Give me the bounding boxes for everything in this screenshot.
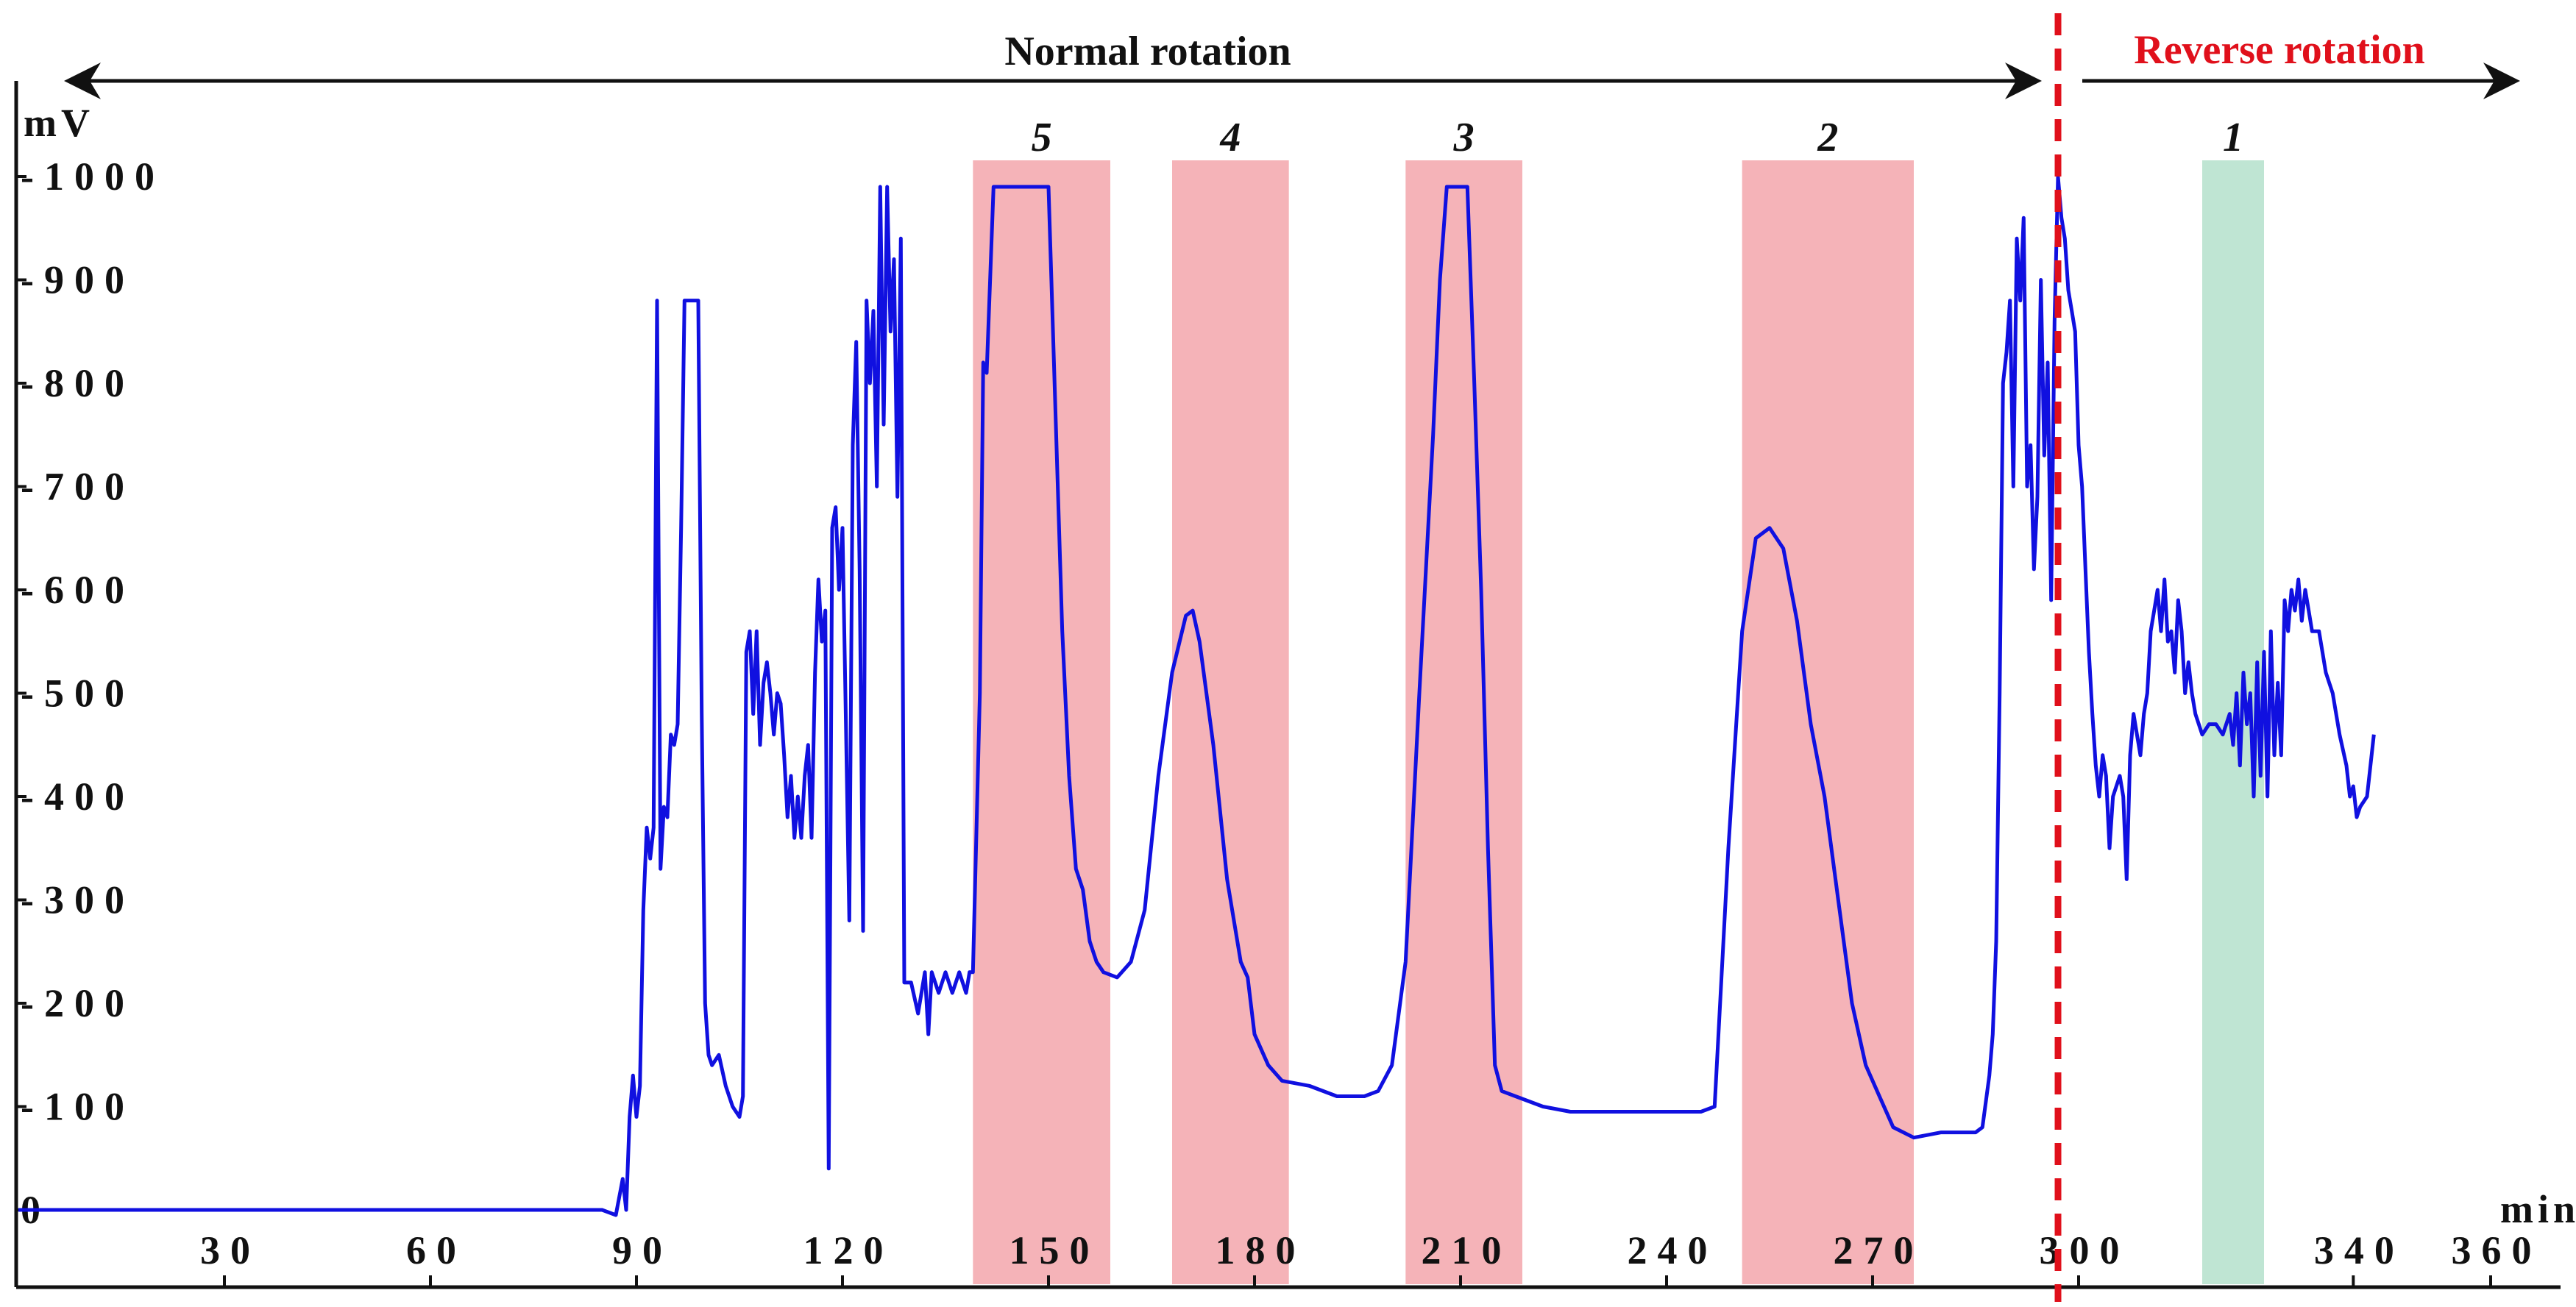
y-tick-label: -600: [21, 568, 135, 612]
x-tick-label: 90: [612, 1228, 673, 1272]
peak-label-3: 3: [1453, 115, 1475, 160]
x-tick-label: 180: [1216, 1228, 1306, 1272]
x-axis-label: min: [2500, 1187, 2576, 1231]
x-axis-ticks: 30 60 90 120 150 180 210 240 270 300 340 360: [200, 1228, 2542, 1287]
y-tick-label: -700: [21, 465, 135, 509]
x-tick-label: 120: [803, 1228, 894, 1272]
peak-label-4: 4: [1219, 115, 1241, 160]
x-tick-label: 360: [2452, 1228, 2542, 1272]
y-tick-label: -500: [21, 672, 135, 716]
region-4: [1172, 160, 1289, 1284]
x-tick-label: 340: [2314, 1228, 2405, 1272]
region-5: [973, 160, 1110, 1284]
y-tick-label: -400: [21, 774, 135, 819]
signal-series-line: [18, 174, 2376, 1217]
y-tick-label: -800: [21, 361, 135, 405]
normal-rotation-label: Normal rotation: [1004, 29, 1291, 74]
x-tick-label: 300: [2040, 1228, 2130, 1272]
region-2: [1742, 160, 1914, 1284]
x-tick-label: 150: [1010, 1228, 1100, 1272]
peak-label-5: 5: [1032, 115, 1052, 160]
y-tick-label: -1000: [21, 154, 165, 199]
y-tick-label: -900: [21, 258, 135, 302]
x-tick-label: 270: [1834, 1228, 1924, 1272]
y-tick-label: -200: [21, 981, 135, 1025]
peak-label-1: 1: [2223, 115, 2243, 160]
y-tick-label: -300: [21, 878, 135, 922]
region-3: [1405, 160, 1522, 1284]
x-tick-label: 60: [406, 1228, 466, 1272]
x-tick-label: 30: [200, 1228, 260, 1272]
y-tick-label: -100: [21, 1085, 135, 1129]
peak-labels: 5 4 3 2 1: [1032, 115, 2243, 160]
x-tick-label: 210: [1422, 1228, 1512, 1272]
y-axis-label: mV: [24, 101, 94, 145]
x-tick-label: 240: [1628, 1228, 1718, 1272]
y-axis-ticks: 0-100-200-300-400-500-600-700-800-900-10…: [16, 154, 165, 1232]
peak-label-2: 2: [1817, 115, 1838, 160]
reverse-rotation-label: Reverse rotation: [2134, 27, 2425, 73]
